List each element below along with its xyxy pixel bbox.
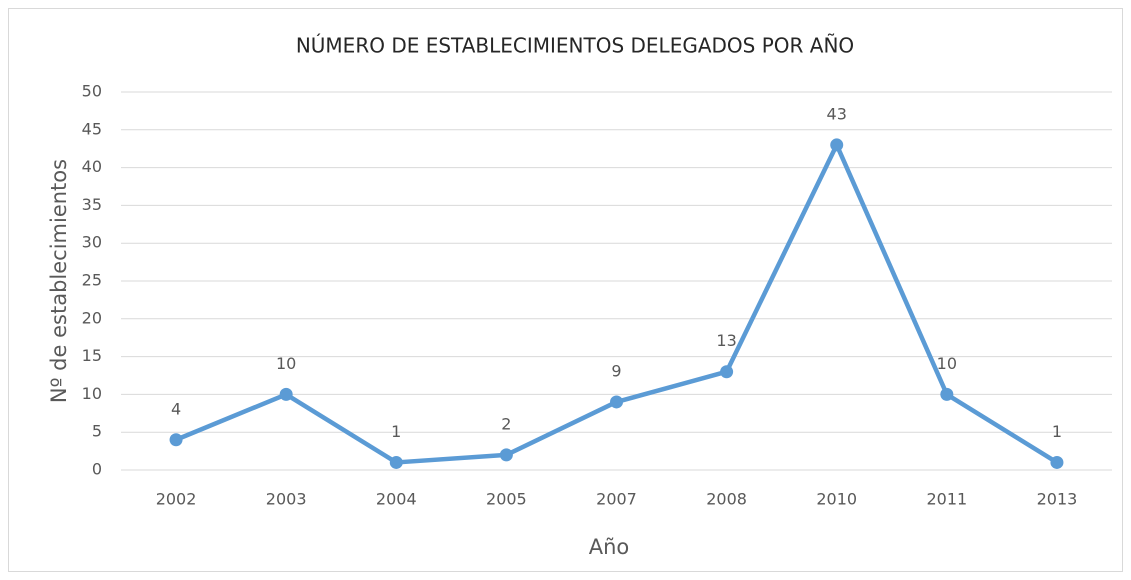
data-label: 1 [391,422,401,441]
data-point [499,448,513,462]
y-tick-label: 35 [82,195,102,214]
data-point [720,365,734,379]
data-label: 4 [171,399,181,418]
chart-title: NÚMERO DE ESTABLECIMIENTOS DELEGADOS POR… [296,34,854,58]
x-tick-label: 2010 [816,490,857,509]
x-axis-label: Año [589,535,630,559]
x-tick-label: 2008 [706,490,747,509]
data-point [830,138,844,152]
data-label: 13 [716,331,736,350]
y-tick-label: 10 [82,384,102,403]
data-label: 9 [611,361,621,380]
x-tick-label: 2007 [596,490,637,509]
data-point [169,433,183,447]
y-tick-label: 0 [92,460,102,479]
x-tick-label: 2003 [266,490,307,509]
y-tick-label: 45 [82,119,102,138]
y-tick-label: 25 [82,271,102,290]
y-tick-label: 20 [82,308,102,327]
chart-border [8,8,1123,572]
x-tick-label: 2011 [926,490,967,509]
data-point [1050,455,1064,469]
data-label: 2 [501,414,511,433]
y-axis-label: Nº de establecimientos [47,159,71,403]
data-label: 10 [276,354,296,373]
data-label: 10 [937,354,957,373]
data-label: 43 [827,104,847,123]
x-tick-label: 2002 [156,490,197,509]
y-tick-label: 30 [82,233,102,252]
x-tick-label: 2004 [376,490,417,509]
data-point [389,455,403,469]
y-tick-label: 15 [82,346,102,365]
data-point [610,395,623,409]
x-tick-label: 2005 [486,490,527,509]
y-tick-label: 50 [82,82,102,101]
data-point [279,387,293,401]
data-label: 1 [1052,422,1062,441]
y-tick-label: 40 [82,157,102,176]
data-point [940,387,954,401]
y-tick-label: 5 [92,422,102,441]
x-tick-label: 2013 [1037,490,1078,509]
